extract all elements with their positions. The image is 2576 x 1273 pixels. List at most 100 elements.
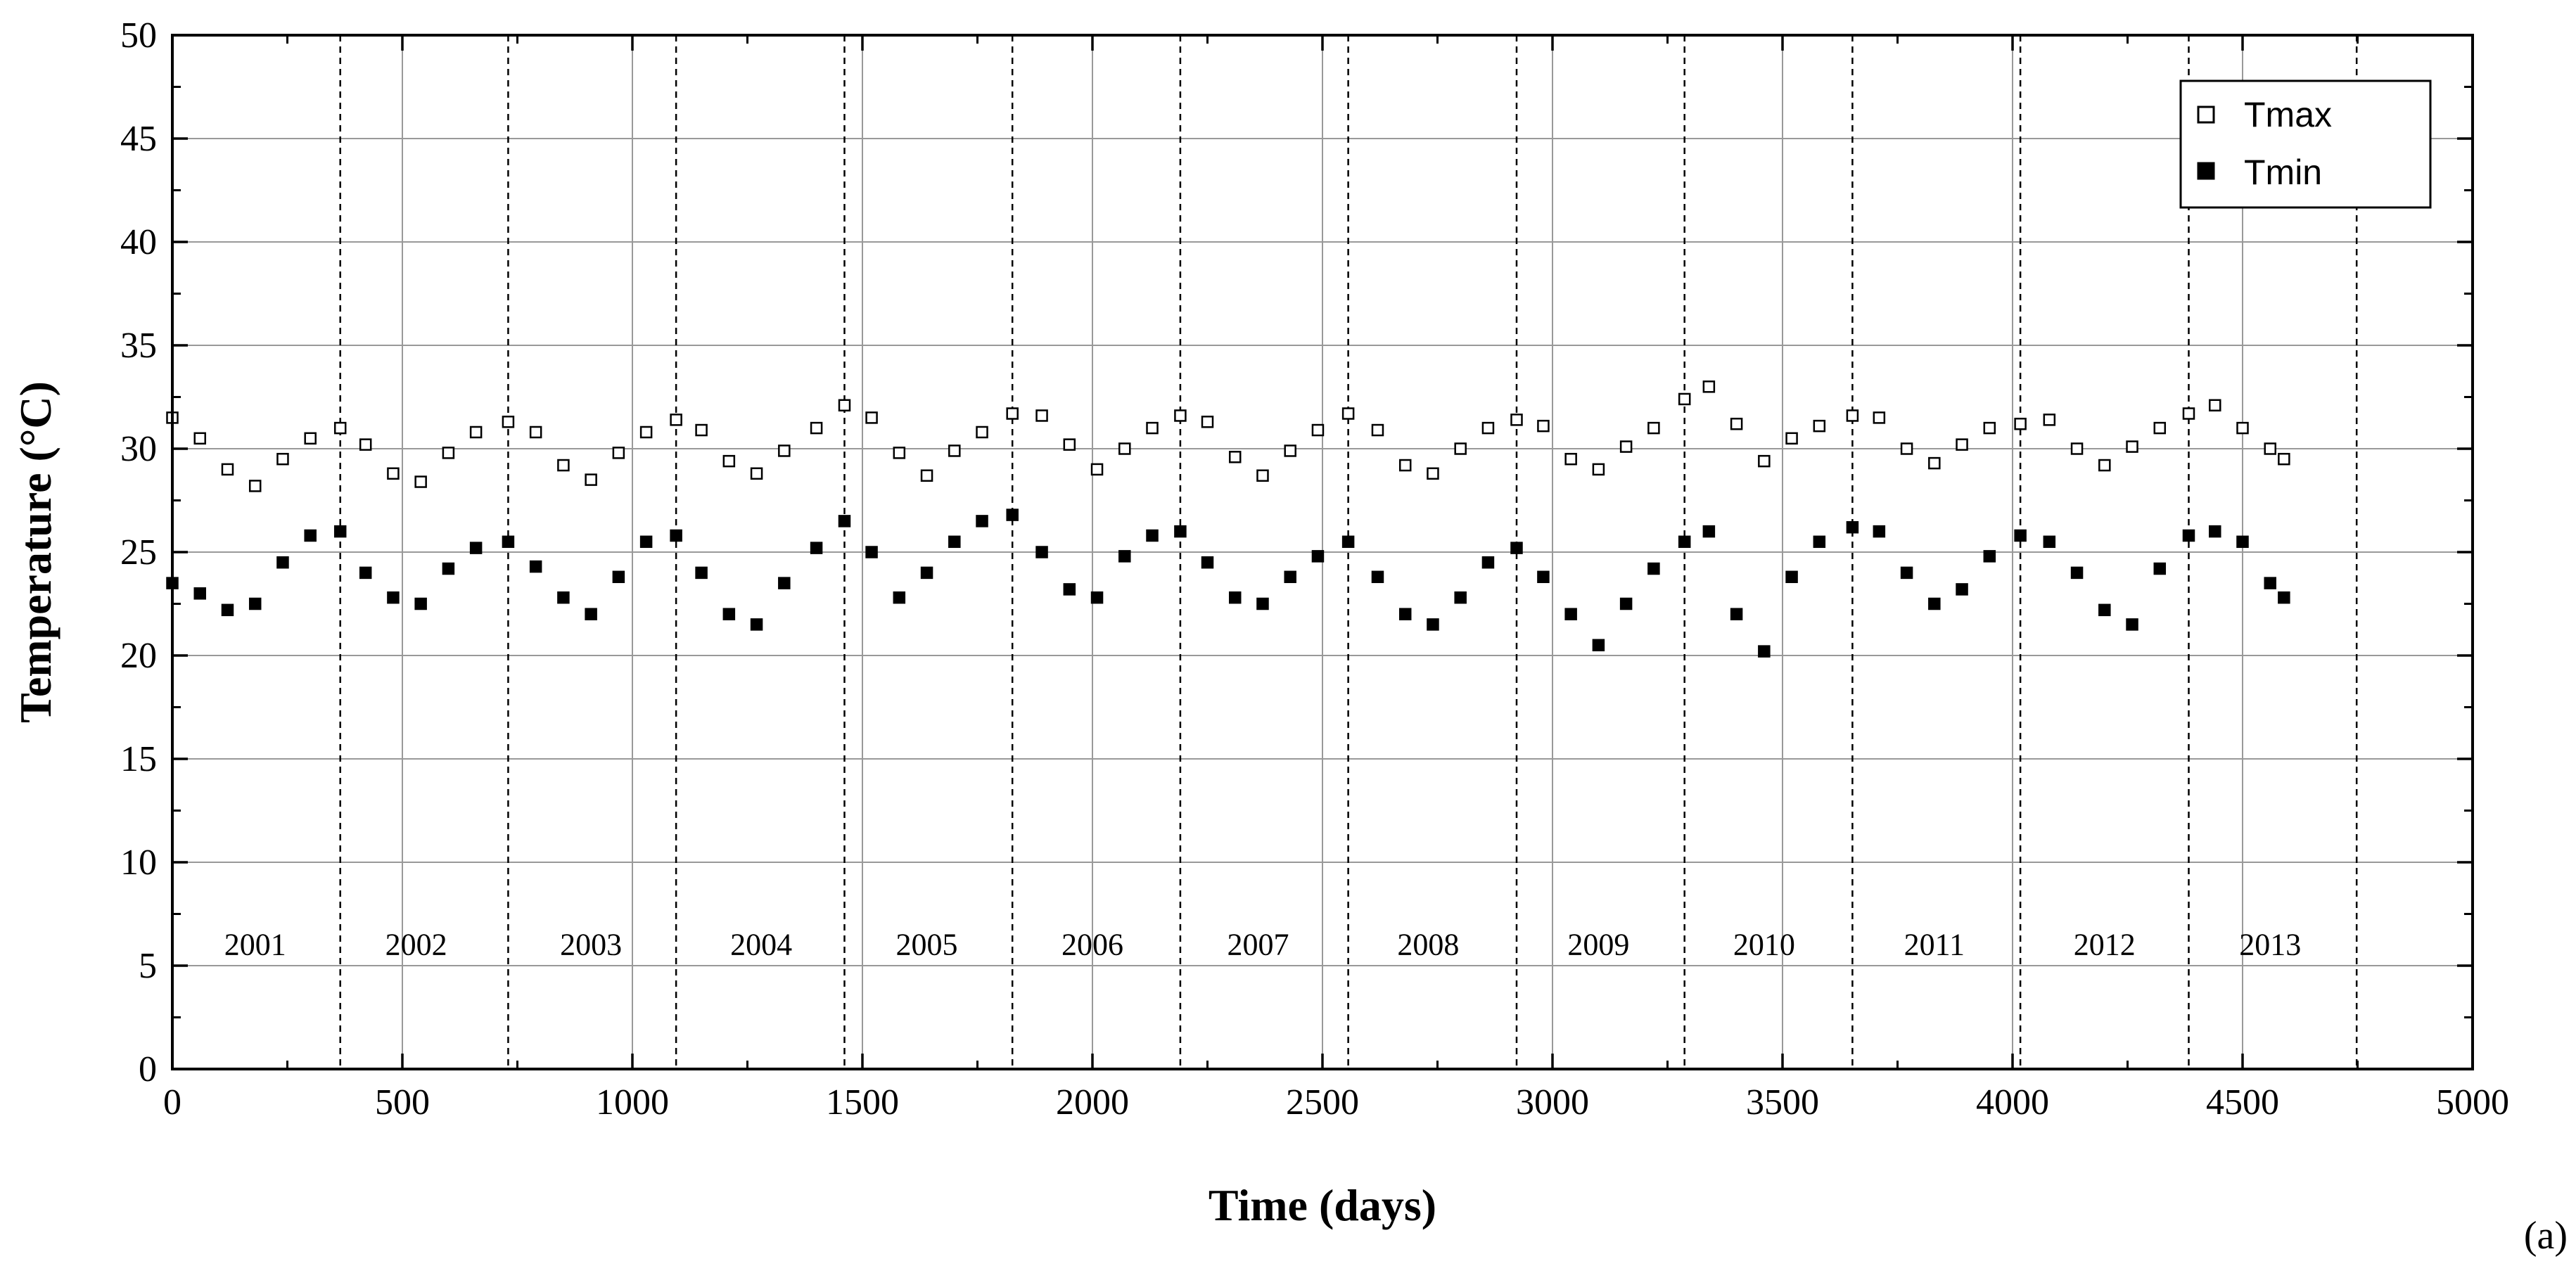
y-tick-labels: 0 5 10 15 20 25 30 35 40 45 50: [120, 15, 157, 1089]
tmax-point: [810, 421, 823, 435]
tmin-point: [1371, 570, 1384, 584]
tmin-point: [387, 591, 400, 604]
tmax-point: [1619, 440, 1633, 453]
tmin-point: [1647, 562, 1660, 575]
tmax-point: [1146, 421, 1159, 435]
tmin-point: [1481, 556, 1495, 569]
tmin-point: [1592, 639, 1605, 652]
tmax-point: [529, 426, 542, 439]
x-tick-label: 500: [375, 1082, 430, 1122]
tmax-point: [2209, 399, 2221, 412]
tmax-point: [2126, 440, 2138, 453]
tmax-series: [166, 380, 2290, 492]
tmax-point: [670, 414, 682, 426]
tmin-point: [1311, 550, 1325, 563]
tmin-point: [2236, 535, 2249, 549]
tmax-point: [1371, 423, 1384, 437]
tmin-point: [359, 566, 372, 580]
y-tick-label: 50: [120, 15, 157, 56]
tmax-point: [865, 411, 878, 424]
tmax-point: [948, 444, 961, 457]
tmin-point: [1900, 566, 1913, 580]
tmin-point: [2182, 529, 2195, 542]
tmin-point: [2014, 529, 2027, 542]
tmax-point: [2098, 459, 2111, 472]
x-tick-label: 2000: [1056, 1082, 1129, 1122]
tmin-point: [529, 560, 542, 573]
tmin-point: [612, 570, 625, 584]
tmax-point: [585, 473, 597, 486]
tmin-point: [1785, 570, 1798, 584]
tmin-point: [639, 535, 653, 549]
tmin-point: [920, 566, 933, 580]
tmax-point: [639, 426, 653, 439]
tmax-point: [442, 447, 455, 459]
tmax-point: [612, 447, 625, 459]
tmin-point: [670, 529, 682, 542]
x-tick-label: 1500: [826, 1082, 899, 1122]
year-label: 2008: [1397, 928, 1459, 962]
tmax-point: [333, 421, 347, 435]
tmin-point: [1730, 608, 1743, 620]
x-axis-title: Time (days): [1209, 1180, 1436, 1230]
tmin-point: [1758, 645, 1771, 658]
tmax-point: [1256, 469, 1269, 482]
tmin-point: [695, 566, 708, 580]
year-labels: 2001 2002 2003 2004 2005 2006 2007 2008 2009 2010…: [224, 928, 2302, 962]
tmin-point: [442, 562, 455, 575]
tmax-point: [778, 444, 791, 457]
tmax-point: [2236, 421, 2249, 435]
tmax-point: [276, 452, 289, 466]
tmax-point: [1537, 419, 1550, 433]
y-tick-label: 10: [120, 843, 157, 883]
x-tick-label: 0: [163, 1082, 181, 1122]
tmin-point: [778, 577, 791, 589]
tmin-point: [1983, 550, 1996, 563]
tmin-series: [166, 508, 2290, 658]
y-tick-label: 0: [139, 1049, 157, 1089]
tmin-point: [276, 556, 289, 569]
tmax-point: [1758, 454, 1771, 468]
tmax-point: [1900, 442, 1913, 455]
tmin-point: [838, 515, 851, 527]
tmax-point: [502, 416, 515, 428]
tmax-point: [387, 467, 400, 480]
tmin-point: [502, 535, 515, 549]
tmax-point: [304, 432, 317, 445]
tmin-point: [1510, 542, 1523, 554]
year-label: 2003: [560, 928, 622, 962]
tmin-point: [1174, 525, 1187, 538]
tmax-point: [1311, 423, 1325, 437]
tmin-point: [2153, 562, 2167, 575]
tmax-point: [1928, 456, 1941, 470]
tmax-point: [2014, 417, 2027, 430]
x-tick-label: 1000: [596, 1082, 669, 1122]
tmin-point: [1564, 608, 1577, 620]
tmin-point: [1454, 591, 1467, 604]
tmax-point: [1730, 417, 1743, 430]
tmin-point: [585, 608, 597, 620]
tmax-point: [1174, 409, 1187, 422]
tmin-point: [865, 546, 878, 558]
y-tick-label: 45: [120, 119, 157, 159]
tmax-point: [2264, 442, 2276, 455]
tmin-point: [1256, 597, 1269, 610]
tmin-point: [557, 591, 570, 604]
tmax-point: [1427, 467, 1439, 480]
y-tick-label: 5: [139, 946, 157, 986]
tmax-point: [920, 469, 933, 482]
legend-label-tmax: Tmax: [2244, 95, 2332, 134]
tmax-point: [1481, 421, 1495, 435]
tmin-point: [1063, 583, 1076, 596]
tmax-point: [1228, 451, 1242, 463]
y-tick-label: 40: [120, 222, 157, 262]
tmax-point: [1983, 421, 1996, 435]
tmin-point: [1006, 508, 1019, 521]
year-label: 2007: [1227, 928, 1289, 962]
tmax-point: [248, 480, 262, 492]
year-label: 2006: [1061, 928, 1123, 962]
year-label: 2009: [1567, 928, 1629, 962]
tmin-point: [2043, 535, 2056, 549]
tmax-point: [1647, 421, 1660, 435]
tmin-point: [1678, 535, 1691, 549]
